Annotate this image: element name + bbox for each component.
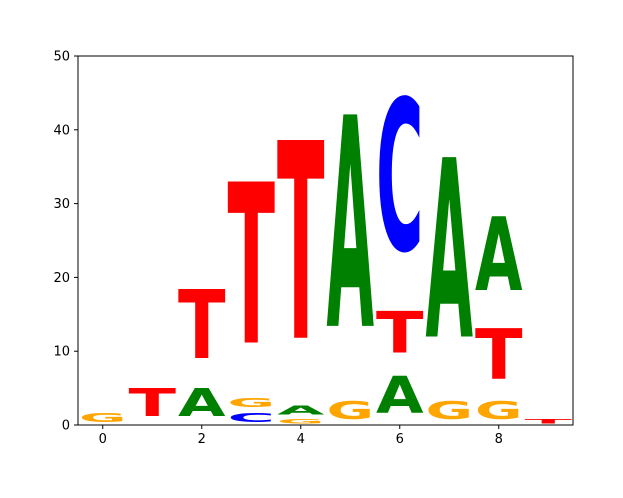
x-tick-label: 8: [495, 432, 503, 447]
x-axis: 0 2 4 6 8: [99, 425, 503, 447]
y-tick-label: 40: [53, 123, 70, 138]
x-tick-label: 0: [99, 432, 107, 447]
y-tick-label: 10: [53, 345, 70, 360]
logo-letter-a-pos-6: A: [376, 367, 424, 425]
logo-letter-g-pos-8: G: [475, 396, 523, 425]
logo-letter-t-pos-4: T: [277, 86, 325, 402]
y-tick-label: 30: [53, 197, 70, 212]
x-tick-label: 4: [297, 432, 305, 447]
logo-letter-t-pos-6: T: [376, 300, 424, 366]
x-tick-label: 6: [396, 432, 404, 447]
logo-letter-t-pos-8: T: [475, 315, 523, 396]
logo-letter-g-pos-4: G: [277, 418, 324, 425]
y-axis: 0 10 20 30 40 50: [53, 50, 78, 434]
logo-letter-c-pos-3: C: [227, 410, 274, 425]
logo-letter-g-pos-7: G: [425, 396, 473, 425]
logo-letter-c-pos-6: C: [376, 58, 424, 300]
y-tick-label: 50: [53, 50, 70, 65]
logo-letter-t-pos-2: T: [178, 270, 226, 380]
logo-letter-t-pos-3: T: [227, 137, 275, 395]
logo-letter-g-pos-5: G: [326, 396, 374, 425]
axes-frame: [77, 55, 574, 426]
logo-letter-t-pos-9: T: [524, 418, 572, 425]
logo-letter-a-pos-2: A: [178, 382, 226, 426]
y-tick-label: 20: [53, 271, 70, 286]
logo-letter-g-pos-3: G: [227, 395, 274, 410]
y-tick-label: 0: [62, 419, 70, 434]
logo-letter-a-pos-8: A: [475, 196, 523, 314]
logo-letter-a-pos-4: A: [277, 403, 325, 418]
x-tick-label: 2: [198, 432, 206, 447]
logo-letter-a-pos-7: A: [425, 110, 473, 395]
logo-letter-t-pos-1: T: [128, 381, 176, 425]
logo-letter-a-pos-5: A: [326, 57, 374, 395]
logo-letter-g-pos-0: G: [79, 410, 126, 425]
